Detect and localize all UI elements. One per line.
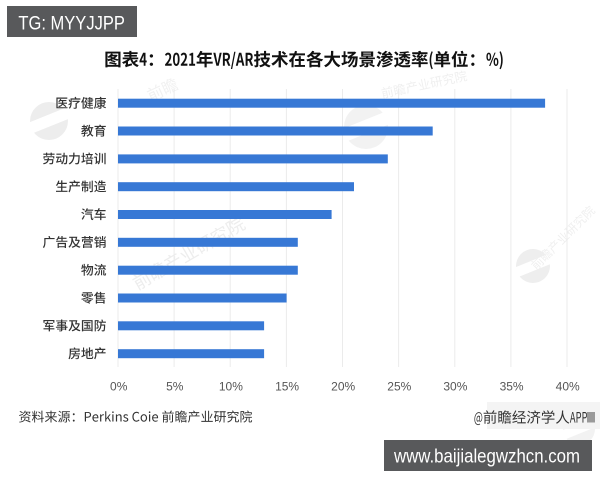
svg-text:35%: 35% xyxy=(500,380,524,394)
svg-text:www.baijialegwzhcn.com: www.baijialegwzhcn.com xyxy=(393,446,580,468)
svg-text:5%: 5% xyxy=(166,380,184,394)
svg-text:20%: 20% xyxy=(331,380,355,394)
svg-text:15%: 15% xyxy=(275,380,299,394)
svg-text:40%: 40% xyxy=(556,380,580,394)
svg-text:0%: 0% xyxy=(110,380,128,394)
svg-text:TG: MYYJJPP: TG: MYYJJPP xyxy=(18,12,125,34)
svg-text:10%: 10% xyxy=(219,380,243,394)
svg-text:25%: 25% xyxy=(387,380,411,394)
svg-text:30%: 30% xyxy=(443,380,467,394)
